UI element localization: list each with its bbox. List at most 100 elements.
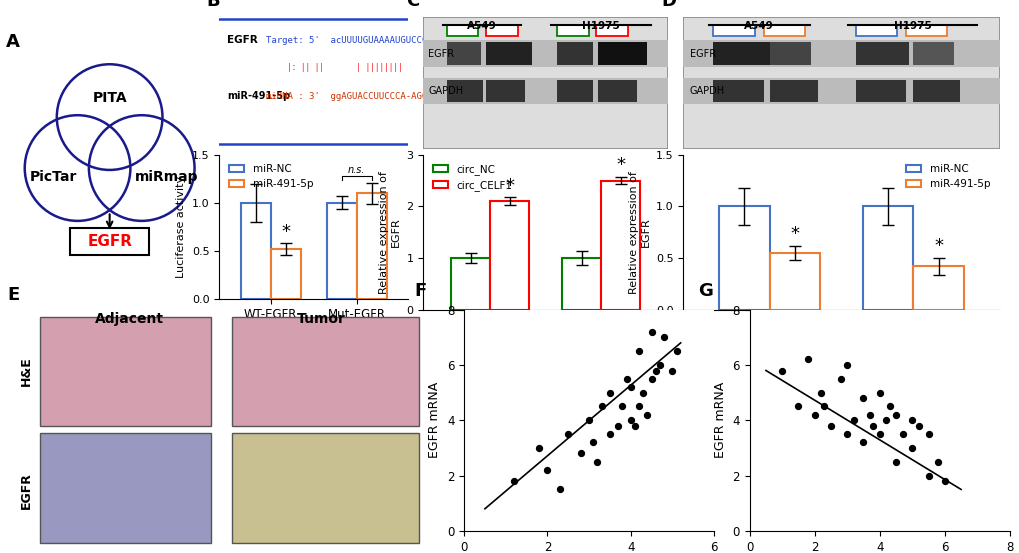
Point [894, 430, 910, 439]
Text: miRNA : 3'  ggAGUACCUUCCCA-AGGGGUGa  5': miRNA : 3' ggAGUACCUUCCCA-AGGGGUGa 5' [266, 92, 476, 101]
FancyBboxPatch shape [763, 25, 804, 36]
Point [601, 388, 618, 397]
Text: *: * [504, 177, 514, 195]
FancyBboxPatch shape [769, 80, 817, 102]
FancyBboxPatch shape [683, 40, 999, 67]
Point [663, 366, 680, 375]
Point [864, 421, 880, 430]
FancyBboxPatch shape [446, 80, 483, 102]
FancyBboxPatch shape [683, 77, 999, 104]
Point [622, 383, 638, 392]
Text: EGFR: EGFR [87, 234, 132, 249]
Point [639, 410, 655, 419]
FancyBboxPatch shape [712, 43, 769, 65]
FancyBboxPatch shape [855, 43, 909, 65]
Point [773, 366, 790, 375]
Text: miRmap: miRmap [135, 170, 198, 185]
Point [790, 402, 806, 411]
Bar [561, 258, 601, 310]
Point [870, 388, 887, 397]
FancyBboxPatch shape [855, 80, 906, 102]
FancyBboxPatch shape [683, 17, 999, 149]
FancyBboxPatch shape [70, 228, 149, 255]
Bar [769, 253, 819, 310]
FancyBboxPatch shape [556, 25, 588, 36]
Point [581, 416, 597, 425]
FancyBboxPatch shape [598, 43, 647, 65]
Point [861, 410, 877, 419]
FancyBboxPatch shape [40, 317, 211, 426]
Point [919, 471, 935, 480]
Point [630, 347, 647, 356]
Text: miR-491-5p: miR-491-5p [226, 91, 289, 101]
Point [531, 444, 547, 452]
Text: H&E: H&E [19, 357, 33, 387]
Point [880, 402, 897, 411]
Bar [240, 203, 270, 299]
FancyBboxPatch shape [769, 43, 811, 65]
Text: GAPDH: GAPDH [689, 86, 725, 96]
Text: *: * [790, 225, 799, 243]
Bar [718, 206, 769, 310]
Y-axis label: EGFR mRNA: EGFR mRNA [428, 382, 441, 458]
FancyBboxPatch shape [855, 25, 896, 36]
Point [812, 388, 828, 397]
Point [667, 347, 684, 356]
Text: Tumor: Tumor [297, 312, 345, 326]
Y-axis label: Luciferase activity: Luciferase activity [176, 176, 186, 278]
Bar [357, 193, 386, 299]
Y-axis label: EGFR mRNA: EGFR mRNA [713, 382, 727, 458]
FancyBboxPatch shape [423, 40, 667, 67]
Legend: miR-NC, miR-491-5p: miR-NC, miR-491-5p [901, 160, 994, 194]
Point [505, 477, 522, 486]
Point [647, 366, 663, 375]
Text: *: * [281, 223, 290, 241]
Point [822, 421, 839, 430]
FancyBboxPatch shape [912, 43, 953, 65]
Bar [601, 181, 640, 310]
Point [589, 457, 605, 466]
Text: EGFR: EGFR [226, 35, 258, 45]
FancyBboxPatch shape [485, 80, 525, 102]
Point [877, 416, 894, 425]
Point [855, 438, 871, 447]
Point [935, 477, 952, 486]
Bar [450, 258, 489, 310]
Point [655, 333, 672, 342]
Point [910, 421, 926, 430]
Bar [270, 249, 301, 299]
Point [832, 374, 848, 383]
Text: E: E [7, 286, 19, 304]
Point [887, 410, 903, 419]
Point [903, 416, 919, 425]
Point [618, 374, 634, 383]
Text: A: A [6, 33, 19, 51]
Text: C: C [406, 0, 419, 10]
FancyBboxPatch shape [485, 43, 532, 65]
FancyBboxPatch shape [556, 43, 593, 65]
Text: A549: A549 [744, 20, 773, 30]
Point [635, 388, 651, 397]
Point [613, 402, 630, 411]
Point [799, 355, 815, 364]
Point [929, 457, 946, 466]
Point [601, 430, 618, 439]
FancyBboxPatch shape [906, 25, 947, 36]
Point [630, 402, 647, 411]
Point [839, 361, 855, 369]
Point [551, 485, 568, 494]
FancyBboxPatch shape [231, 317, 419, 426]
Text: EGFR: EGFR [428, 49, 453, 59]
Point [870, 430, 887, 439]
Text: Target: 5'  acUUUUGUAAAAUGUCCCCACg  3': Target: 5' acUUUUGUAAAAUGUCCCCACg 3' [266, 36, 470, 45]
Text: PITA: PITA [93, 91, 126, 105]
Point [903, 444, 919, 452]
Bar [326, 203, 357, 299]
FancyBboxPatch shape [217, 19, 410, 144]
Text: F: F [414, 283, 426, 300]
Point [643, 327, 659, 336]
FancyBboxPatch shape [446, 25, 478, 36]
Legend: miR-NC, miR-491-5p: miR-NC, miR-491-5p [224, 160, 317, 194]
FancyBboxPatch shape [423, 17, 667, 149]
Bar [862, 206, 912, 310]
